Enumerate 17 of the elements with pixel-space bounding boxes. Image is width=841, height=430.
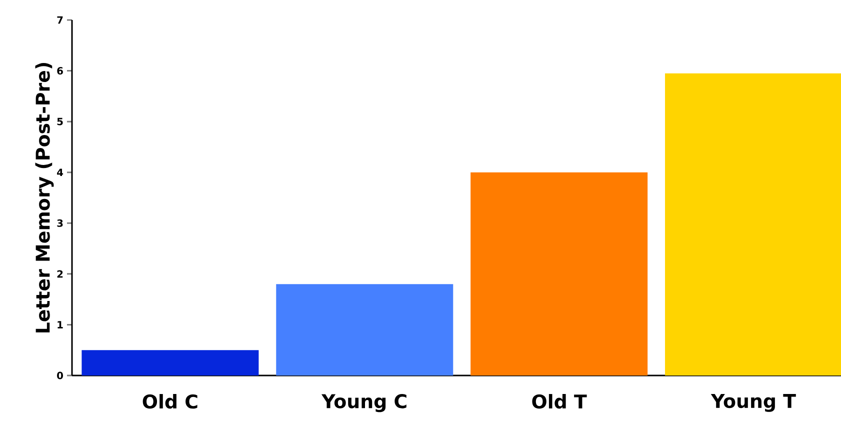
bar [470, 172, 648, 376]
y-tick-label: 5 [57, 118, 63, 126]
bar [82, 350, 259, 376]
y-axis-title: Letter Memory (Post-Pre) [35, 63, 54, 332]
y-tick-label: 2 [57, 270, 63, 278]
y-tick-label: 4 [57, 168, 64, 176]
x-tick-label: Young C [321, 394, 406, 412]
x-tick-label: Young T [710, 394, 796, 412]
y-tick-label: 6 [57, 67, 63, 75]
y-tick-label: 0 [57, 372, 63, 380]
y-tick-label: 1 [58, 321, 63, 328]
bar [276, 284, 454, 376]
y-tick-label: 7 [57, 16, 63, 24]
bar [665, 73, 841, 376]
y-tick-label: 3 [57, 219, 63, 227]
x-tick-label: Old T [532, 394, 587, 409]
x-tick-label: Old C [142, 394, 198, 409]
